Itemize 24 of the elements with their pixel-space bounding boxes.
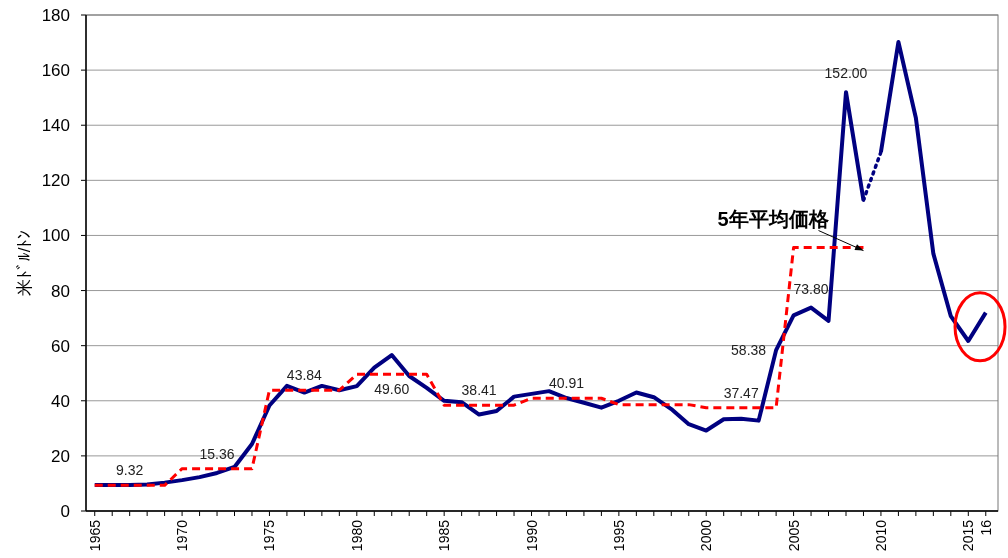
x-tick-label: 1990 <box>523 519 540 552</box>
x-tick-label: 1985 <box>436 519 453 552</box>
annotation: 5年平均価格 <box>717 207 829 230</box>
y-axis-title: 米ﾄﾞﾙ/ﾄﾝ <box>15 229 34 297</box>
x-tick-label: 16 <box>977 519 994 536</box>
x-tick-label: 2015 <box>960 519 977 552</box>
y-tick-label: 100 <box>41 226 70 246</box>
x-tick-label: 2010 <box>872 519 889 552</box>
y-tick-label: 40 <box>51 391 70 411</box>
x-tick-label: 1965 <box>86 519 103 552</box>
x-tick-label: 1970 <box>174 519 191 552</box>
x-tick-label: 1975 <box>261 519 278 552</box>
y-tick-label: 180 <box>41 6 70 25</box>
y-tick-label: 60 <box>51 336 70 356</box>
x-tick-label: 1995 <box>610 519 627 552</box>
y-tick-label: 20 <box>51 446 70 466</box>
y-tick-label: 80 <box>51 281 70 301</box>
y-tick-label: 160 <box>41 61 70 81</box>
x-tick-label: 1980 <box>348 519 365 552</box>
x-tick-label: 2000 <box>698 519 715 552</box>
y-tick-label: 120 <box>41 171 70 191</box>
y-tick-label: 140 <box>41 116 70 136</box>
y-tick-label: 0 <box>60 502 70 521</box>
x-tick-label: 2005 <box>785 519 802 552</box>
